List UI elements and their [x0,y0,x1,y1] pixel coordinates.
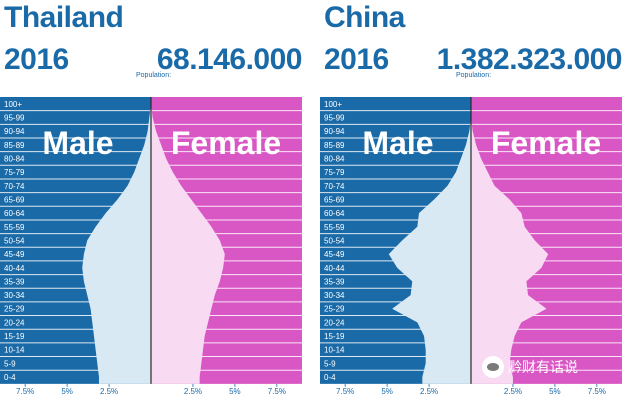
age-group-label: 40-44 [4,264,25,273]
population-value: 1.382.323.000 [436,43,623,76]
female-label: Female [491,125,601,161]
female-series-area [151,97,225,384]
age-group-label: 100+ [324,100,342,109]
age-group-label: 90-94 [4,127,25,136]
age-group-label: 95-99 [324,113,345,122]
age-group-label: 85-89 [324,141,345,150]
age-group-label: 65-69 [4,195,25,204]
x-tick-label: 5% [229,387,241,396]
age-group-label: 55-59 [324,223,345,232]
age-group-label: 100+ [4,100,22,109]
female-series-area [471,97,549,384]
age-group-label: 50-54 [324,236,345,245]
x-tick-label: 5% [61,387,73,396]
age-group-label: 25-29 [324,305,345,314]
country-title: China [324,1,405,34]
population-value: 68.146.000 [156,43,303,76]
age-group-label: 15-19 [324,332,345,341]
x-tick-label: 7.5% [336,387,354,396]
thailand-panel: Thailand 2016 Population: 68.146.000 100… [0,0,303,402]
male-series-area [388,97,471,384]
age-group-label: 50-54 [4,236,25,245]
population-pyramid-chart: 100+ 95-99 90-94 85-89 80-84 75-79 70-74 65-69 6… [320,97,622,396]
age-group-label: 5-9 [4,359,16,368]
age-group-label: 20-24 [324,318,345,327]
watermark-text: 黔财有话说 [508,359,578,375]
age-group-label: 70-74 [4,182,25,191]
population-pyramid-chart: 100+ 95-99 90-94 85-89 80-84 75-79 70-74 65-69 6… [0,97,302,396]
age-group-label: 25-29 [4,305,25,314]
age-group-label: 55-59 [4,223,25,232]
age-group-label: 10-14 [324,346,345,355]
population-label: Population: [456,72,492,79]
x-tick-label: 2.5% [420,387,438,396]
x-tick-label: 5% [381,387,393,396]
x-tick-label: 2.5% [184,387,202,396]
x-tick-label: 7.5% [268,387,286,396]
age-group-label: 0-4 [324,373,336,382]
wechat-icon [482,356,504,378]
age-group-label: 45-49 [324,250,345,259]
age-group-label: 15-19 [4,332,25,341]
age-group-label: 60-64 [4,209,25,218]
male-series-area [82,97,151,384]
age-group-label: 30-34 [324,291,345,300]
age-group-label: 10-14 [4,346,25,355]
male-label: Male [362,125,433,161]
age-group-label: 35-39 [4,277,25,286]
year-title: 2016 [4,43,69,76]
age-group-label: 20-24 [4,318,25,327]
x-tick-label: 2.5% [100,387,118,396]
china-panel: China 2016 Population: 1.382.323.000 100… [320,0,623,402]
age-group-label: 35-39 [324,277,345,286]
female-label: Female [171,125,281,161]
age-group-label: 30-34 [4,291,25,300]
age-group-label: 60-64 [324,209,345,218]
country-title: Thailand [4,1,124,34]
age-group-label: 90-94 [324,127,345,136]
age-group-label: 85-89 [4,141,25,150]
age-group-label: 75-79 [324,168,345,177]
age-group-label: 80-84 [4,154,25,163]
age-group-label: 5-9 [324,359,336,368]
x-tick-label: 7.5% [588,387,606,396]
age-group-label: 45-49 [4,250,25,259]
age-group-label: 65-69 [324,195,345,204]
age-group-label: 0-4 [4,373,16,382]
x-tick-label: 2.5% [504,387,522,396]
age-group-label: 40-44 [324,264,345,273]
age-group-label: 95-99 [4,113,25,122]
age-group-label: 70-74 [324,182,345,191]
x-tick-label: 5% [549,387,561,396]
age-group-label: 75-79 [4,168,25,177]
male-label: Male [42,125,113,161]
population-label: Population: [136,72,172,79]
year-title: 2016 [324,43,389,76]
x-tick-label: 7.5% [16,387,34,396]
watermark: 黔财有话说 [482,356,578,378]
age-group-label: 80-84 [324,154,345,163]
